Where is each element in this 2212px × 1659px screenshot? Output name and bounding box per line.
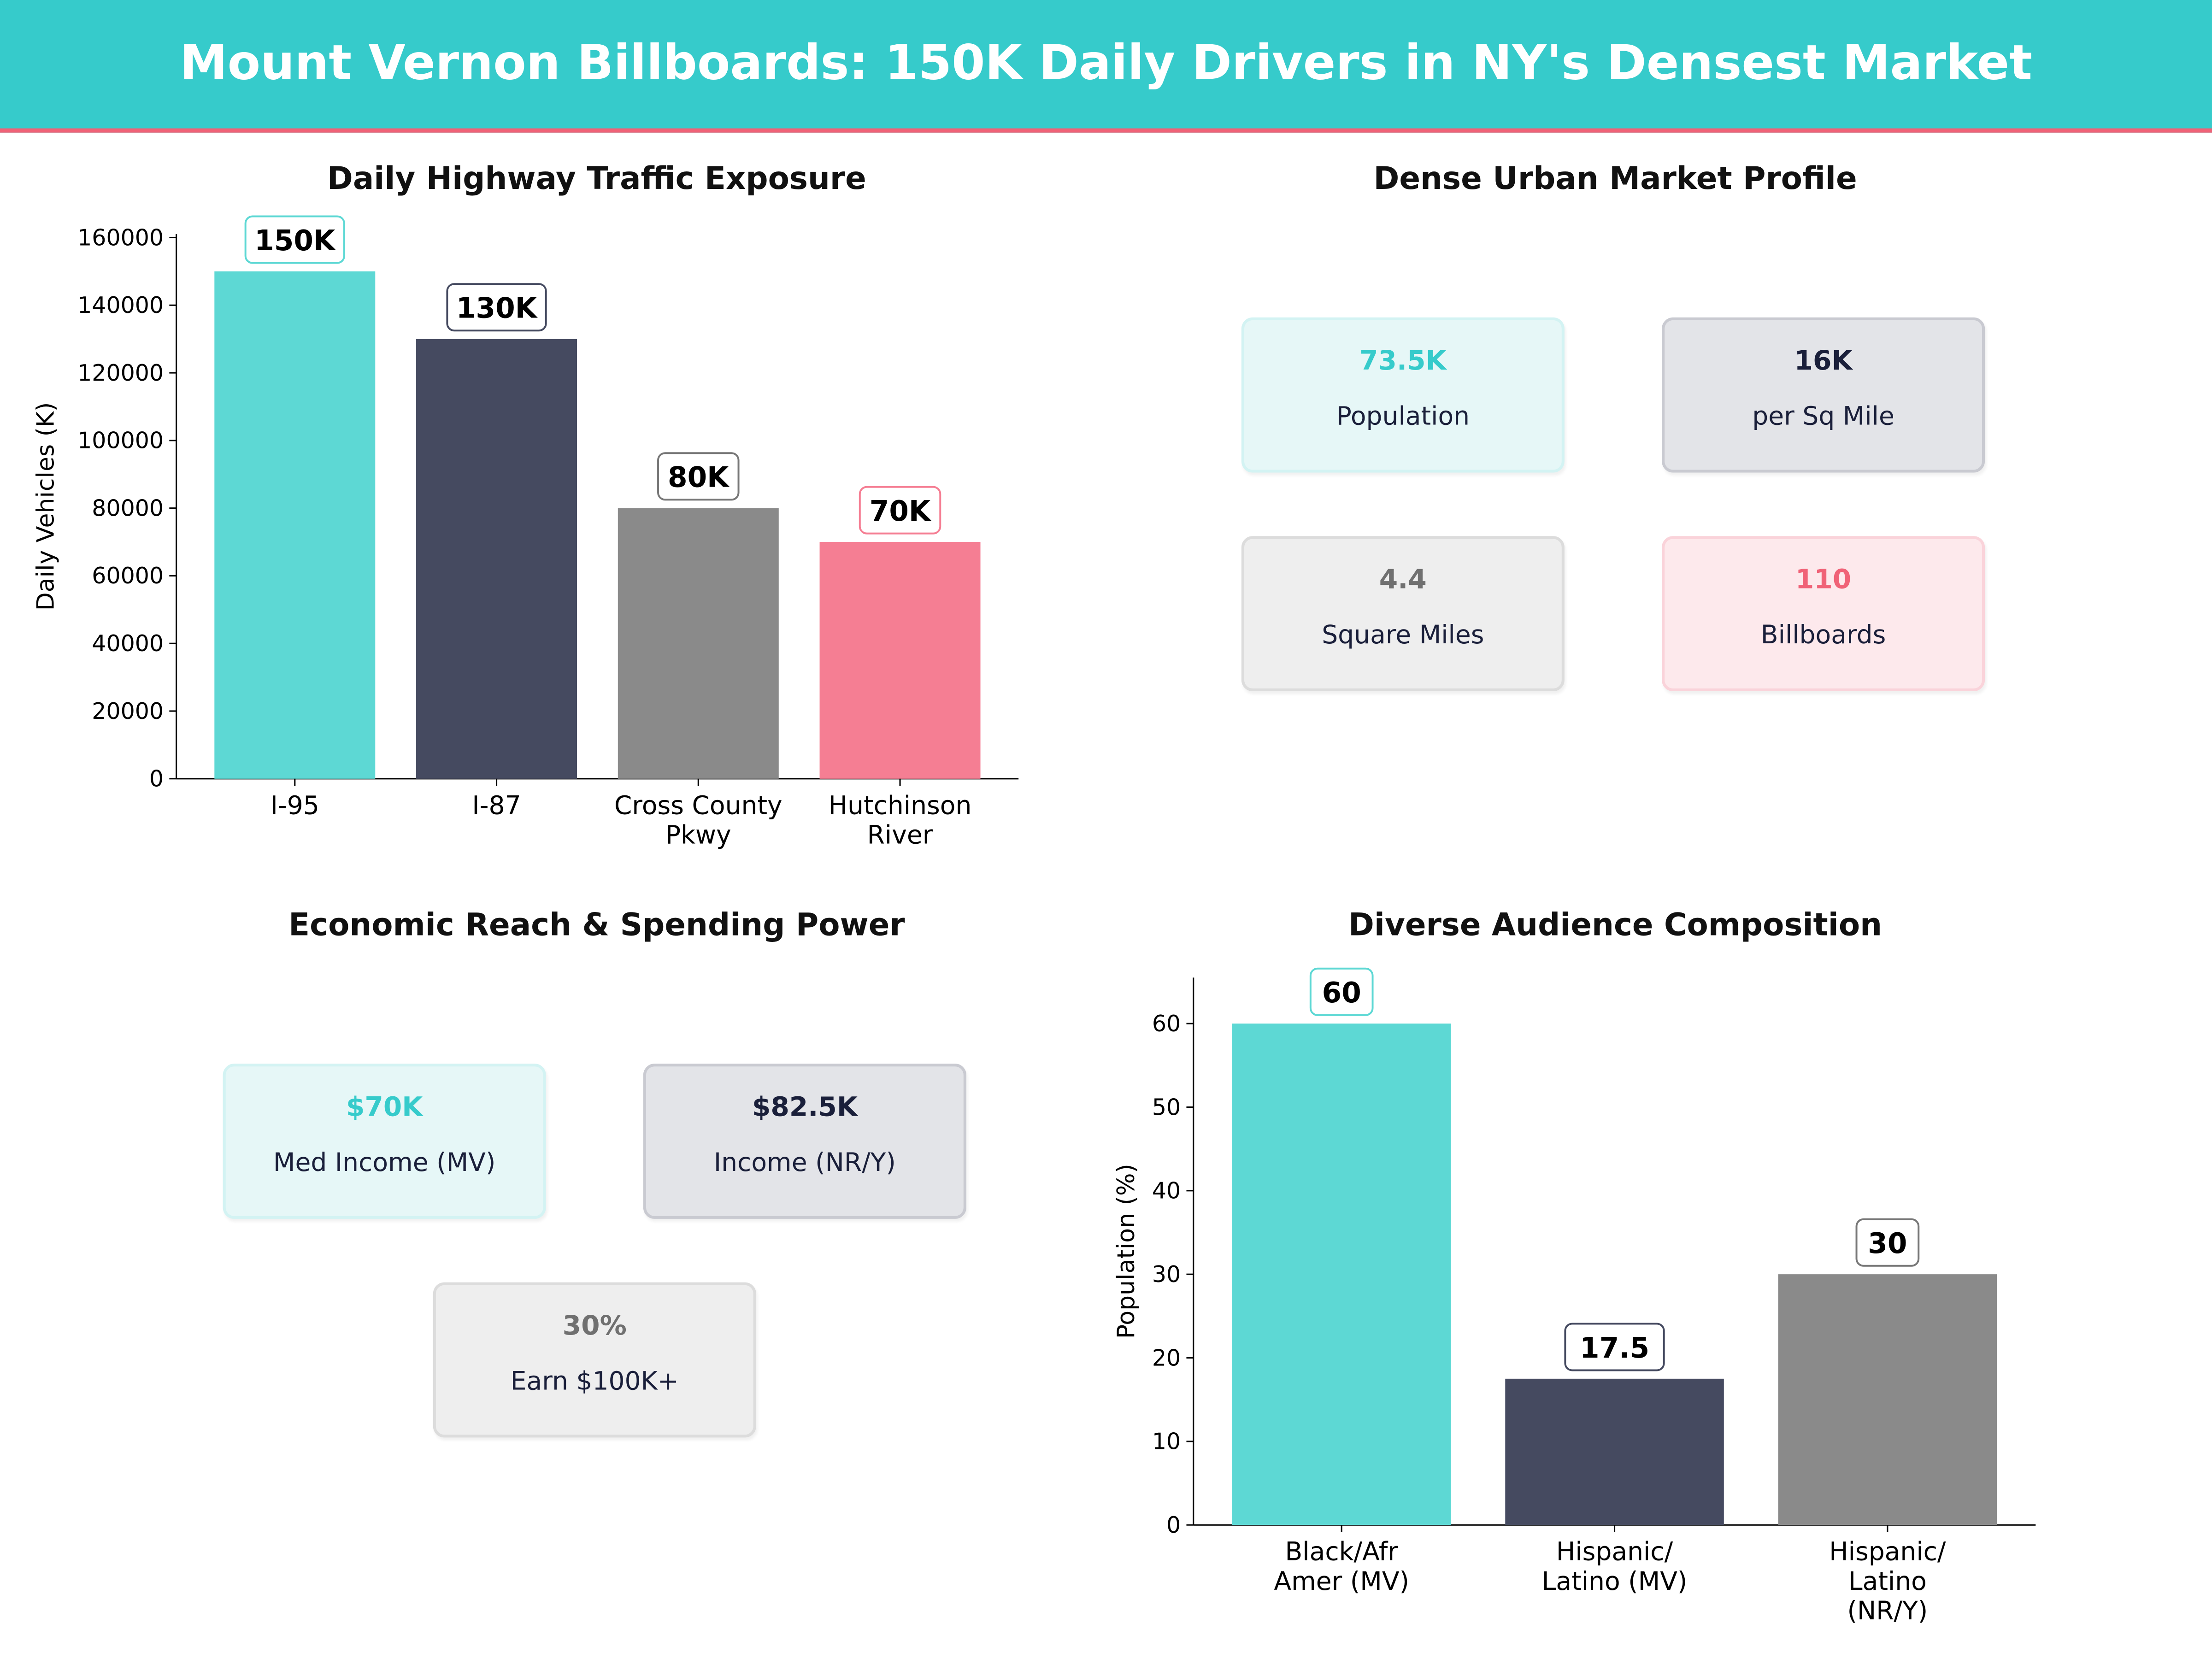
x-tick-label: Hispanic/ (1829, 1537, 1946, 1566)
x-tick-label: I-95 (271, 790, 319, 820)
stat-label: Income (NR/Y) (713, 1148, 896, 1178)
stat-label: Square Miles (1322, 620, 1484, 651)
stat-value: 16K (1794, 345, 1853, 377)
data-label: 17.5 (1580, 1332, 1649, 1365)
y-tick-label: 50 (1152, 1094, 1181, 1120)
stat-label: Med Income (MV) (273, 1148, 496, 1178)
y-axis-label: Daily Vehicles (K) (32, 402, 59, 611)
stat-card: 4.4 Square Miles (1241, 536, 1565, 691)
y-tick-label: 120000 (77, 360, 164, 386)
data-label-box (1855, 1218, 1920, 1267)
stat-label: Earn $100K+ (510, 1367, 679, 1397)
data-label: 70K (870, 495, 932, 528)
x-tick-label: Hispanic/ (1556, 1537, 1673, 1566)
traffic-chart-title: Daily Highway Traffic Exposure (327, 162, 866, 198)
x-tick-label: Hutchinson (829, 790, 972, 820)
y-tick-label: 60 (1152, 1011, 1181, 1037)
x-tick-label: Amer (MV) (1274, 1566, 1409, 1596)
data-label: 150K (254, 224, 336, 257)
x-tick-label: Cross County (614, 790, 782, 820)
stat-card: 30% Earn $100K+ (433, 1282, 756, 1438)
stat-value: 30% (562, 1310, 627, 1342)
data-label: 60 (1322, 977, 1361, 1009)
y-tick-label: 100000 (77, 428, 164, 454)
audience-chart-title: Diverse Audience Composition (1348, 908, 1883, 944)
stat-card: $82.5K Income (NR/Y) (643, 1064, 966, 1219)
x-tick-label: Black/Afr (1285, 1537, 1398, 1566)
y-axis-label: Population (%) (1112, 1164, 1140, 1339)
x-tick-label: Pkwy (665, 820, 731, 850)
x-tick-label: Latino (1848, 1566, 1927, 1596)
x-tick-label: River (867, 820, 933, 850)
bar (1778, 1274, 1997, 1525)
data-label: 130K (456, 292, 538, 325)
data-label-box (859, 486, 941, 535)
data-label-box (1309, 967, 1374, 1016)
header-banner: Mount Vernon Billboards: 150K Daily Driv… (0, 0, 2212, 133)
y-tick-label: 10 (1152, 1429, 1181, 1455)
data-label-box (244, 215, 345, 264)
stat-value: $70K (346, 1092, 423, 1123)
page-title: Mount Vernon Billboards: 150K Daily Driv… (180, 35, 2032, 92)
data-label-box (446, 283, 547, 332)
stat-card: 16K per Sq Mile (1662, 317, 1985, 473)
market-profile-title: Dense Urban Market Profile (1373, 162, 1857, 198)
stat-card: 73.5K Population (1241, 317, 1565, 473)
data-label: 80K (668, 461, 730, 494)
stat-value: $82.5K (752, 1092, 858, 1123)
stat-value: 4.4 (1379, 564, 1427, 595)
bar (1505, 1378, 1724, 1525)
y-tick-label: 0 (149, 766, 164, 792)
bar (819, 542, 981, 779)
y-tick-label: 30 (1152, 1261, 1181, 1288)
stat-card: 110 Billboards (1662, 536, 1985, 691)
data-label-box (657, 452, 740, 501)
y-tick-label: 160000 (77, 224, 164, 251)
economic-reach-title: Economic Reach & Spending Power (288, 908, 905, 944)
x-tick-label: (NR/Y) (1847, 1596, 1928, 1625)
stat-label: Population (1336, 402, 1470, 432)
x-tick-label: I-87 (472, 790, 521, 820)
y-tick-label: 80000 (92, 495, 164, 521)
y-tick-label: 20 (1152, 1345, 1181, 1371)
bar (416, 339, 577, 779)
y-tick-label: 60000 (92, 563, 164, 589)
x-tick-label: Latino (MV) (1542, 1566, 1688, 1596)
y-tick-label: 20000 (92, 698, 164, 724)
y-tick-label: 0 (1166, 1512, 1181, 1538)
data-label: 30 (1868, 1227, 1907, 1260)
bar (618, 508, 779, 779)
data-label-box (1564, 1323, 1665, 1371)
stat-value: 110 (1795, 564, 1852, 595)
stat-value: 73.5K (1359, 345, 1447, 377)
bar (1232, 1024, 1451, 1525)
stat-label: per Sq Mile (1752, 402, 1894, 432)
y-tick-label: 40 (1152, 1178, 1181, 1204)
y-tick-label: 140000 (77, 292, 164, 318)
bar (214, 271, 376, 779)
stat-label: Billboards (1760, 620, 1886, 651)
y-tick-label: 40000 (92, 630, 164, 657)
stat-card: $70K Med Income (MV) (223, 1064, 546, 1219)
